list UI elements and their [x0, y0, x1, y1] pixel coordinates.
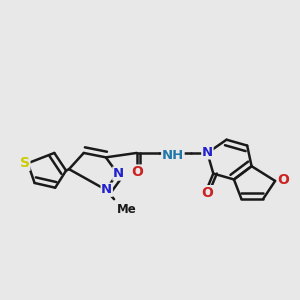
Text: N: N: [113, 167, 124, 180]
Text: Me: Me: [117, 203, 137, 216]
Text: O: O: [278, 173, 290, 187]
Text: N: N: [101, 183, 112, 196]
Text: O: O: [202, 186, 213, 200]
Text: N: N: [202, 146, 213, 159]
Text: NH: NH: [162, 149, 184, 162]
Text: S: S: [20, 156, 30, 170]
Text: O: O: [131, 165, 143, 179]
